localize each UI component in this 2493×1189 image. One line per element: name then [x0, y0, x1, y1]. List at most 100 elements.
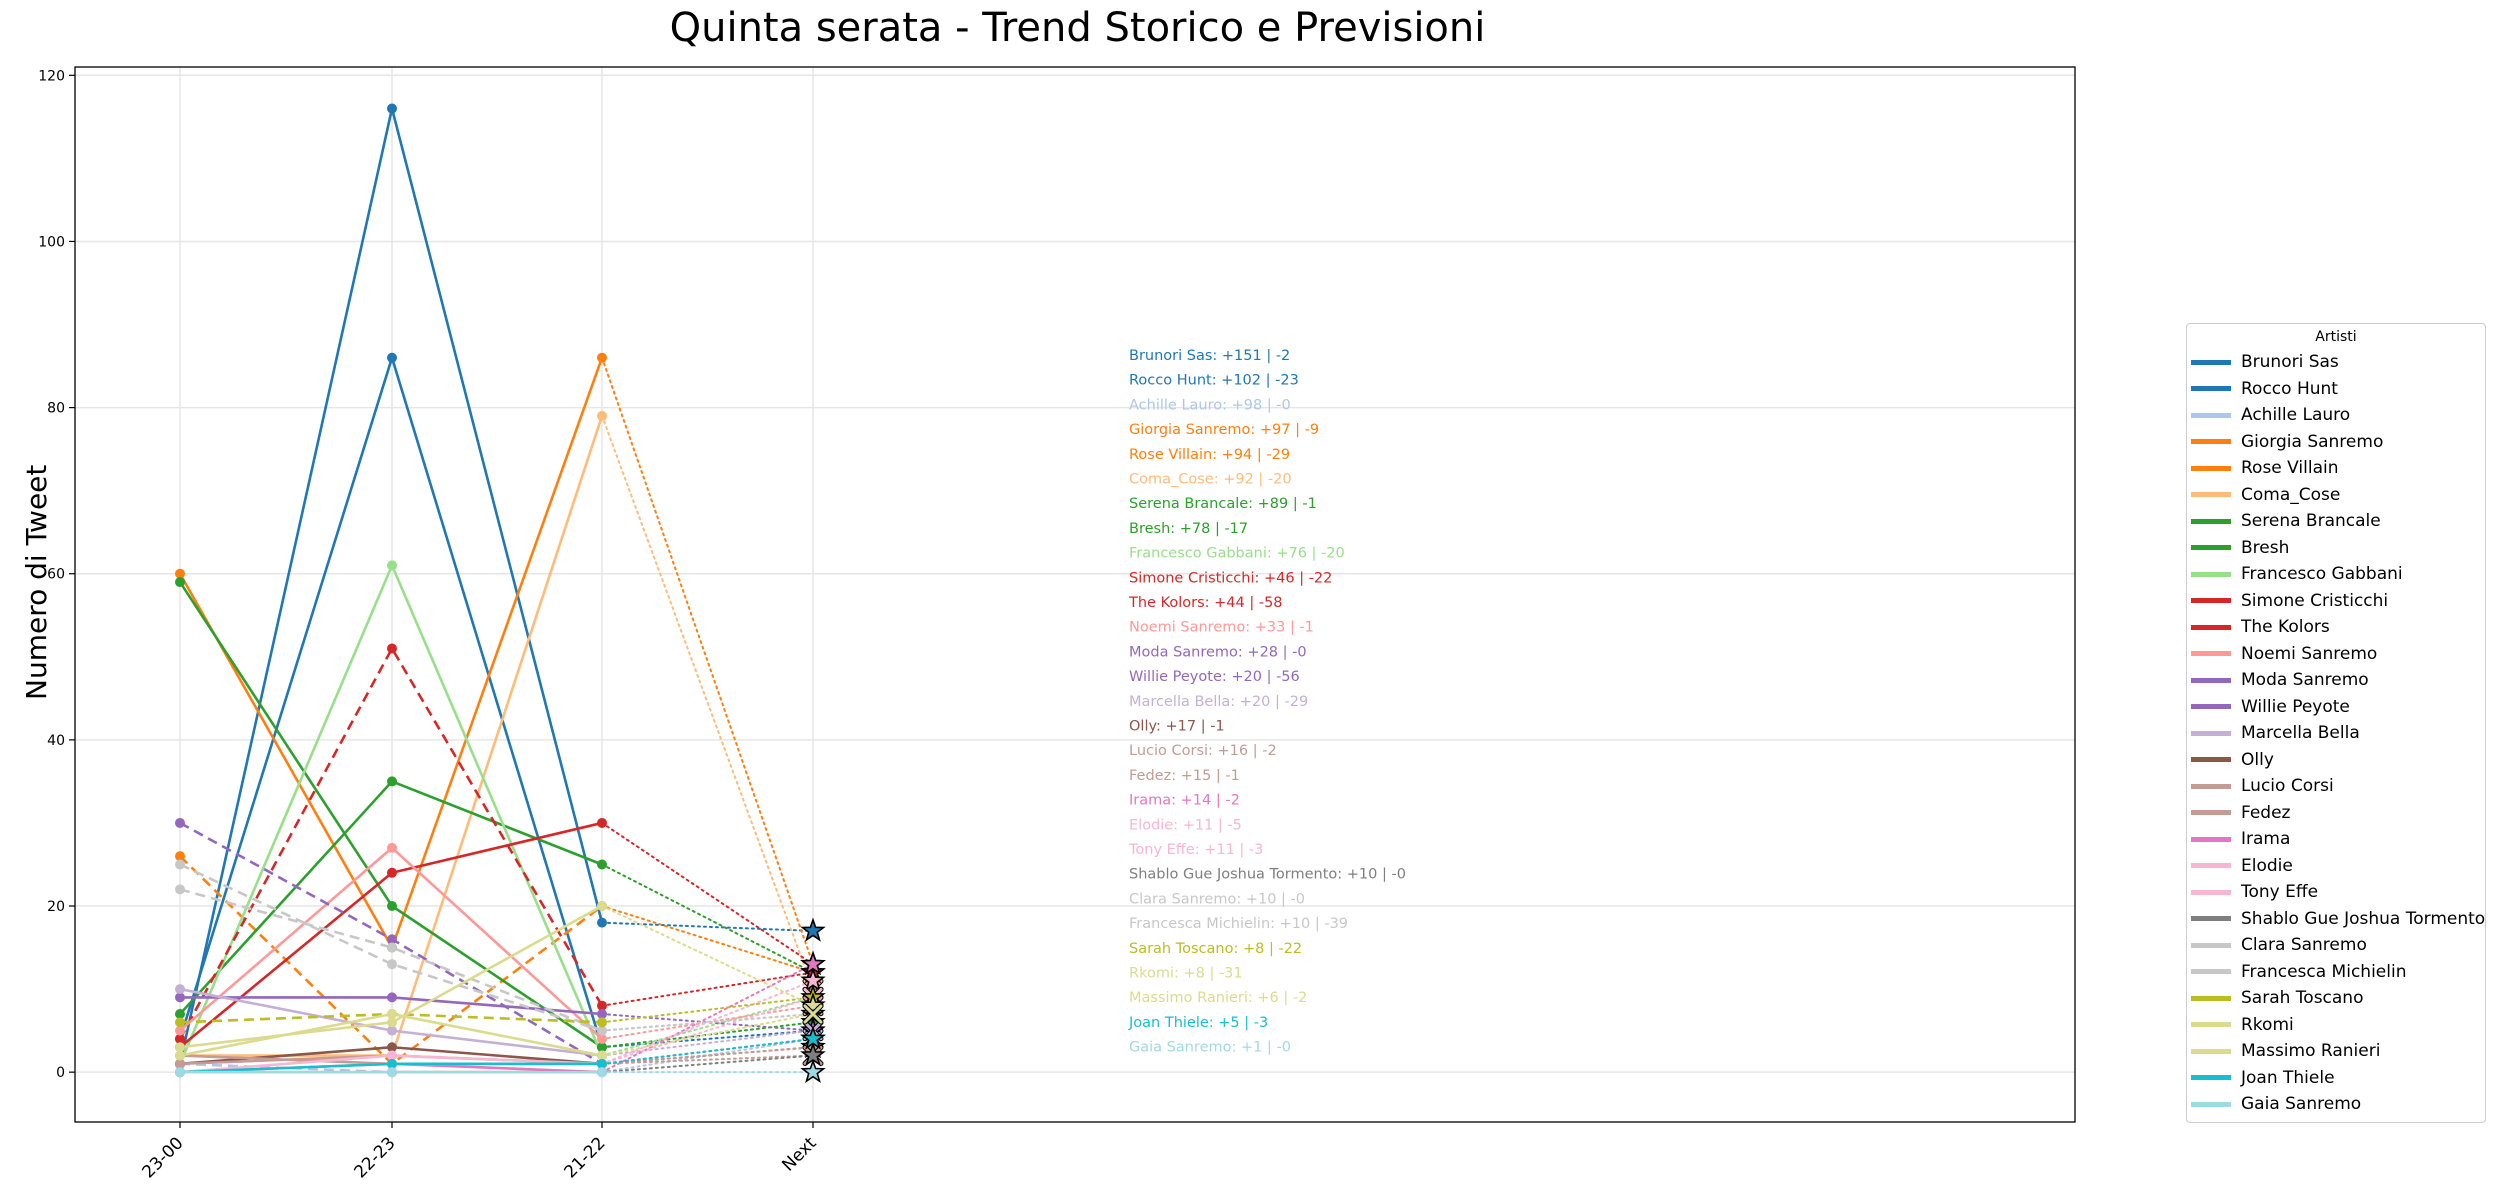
legend-label: Lucio Corsi [2241, 776, 2334, 797]
legend-swatch [2191, 916, 2231, 922]
legend-swatch [2191, 1075, 2231, 1081]
legend-item: Coma_Cose [2187, 482, 2485, 509]
legend-label: Fedez [2241, 802, 2291, 823]
legend-swatch [2191, 836, 2231, 842]
series-annotation: Coma_Cose: +92 | -20 [1129, 472, 1292, 488]
legend-label: Francesca Michielin [2241, 961, 2407, 982]
forecast-line [601, 921, 814, 932]
forecast-line [601, 979, 814, 1065]
forecast-line [601, 1021, 814, 1049]
data-point [597, 917, 607, 928]
legend-item: Francesco Gabbani [2187, 561, 2485, 588]
legend-item: Francesca Michielin [2187, 959, 2485, 986]
legend-label: Brunori Sas [2241, 352, 2339, 373]
forecast-line [601, 1013, 814, 1032]
data-point [387, 560, 397, 571]
y-axis-label: Numero di Tweet [20, 464, 53, 700]
legend-item: Clara Sanremo [2187, 932, 2485, 959]
data-point [597, 859, 607, 870]
legend-swatch [2191, 757, 2231, 763]
legend-label: Rkomi [2241, 1014, 2294, 1035]
forecast-line [601, 905, 814, 974]
legend-swatch [2191, 359, 2231, 365]
data-point [597, 1017, 607, 1028]
legend-label: Joan Thiele [2241, 1067, 2335, 1088]
legend-swatch [2191, 1101, 2231, 1107]
legend-label: Achille Lauro [2241, 405, 2351, 426]
data-point [175, 984, 185, 995]
data-point [597, 817, 607, 828]
forecast-line [601, 1013, 814, 1032]
forecast-marker [800, 992, 826, 1017]
data-point [597, 1009, 607, 1020]
legend-item: Giorgia Sanremo [2187, 429, 2485, 456]
series-annotation: Tony Effe: +11 | -3 [1128, 842, 1263, 858]
legend-label: Shablo Gue Joshua Tormento [2241, 908, 2486, 929]
legend-label: Olly [2241, 749, 2274, 770]
legend-item: Rocco Hunt [2187, 376, 2485, 403]
series-annotation: Lucio Corsi: +16 | -2 [1129, 743, 1277, 759]
legend-label: Clara Sanremo [2241, 935, 2367, 956]
series-annotation: Achille Lauro: +98 | -0 [1129, 397, 1291, 413]
legend-swatch [2191, 863, 2231, 869]
series-annotation: Gaia Sanremo: +1 | -0 [1129, 1040, 1291, 1056]
series-lines [178, 107, 604, 1074]
data-point [175, 1025, 185, 1036]
data-points [175, 103, 826, 1084]
legend-label: Serena Brancale [2241, 511, 2381, 532]
data-point [597, 1058, 607, 1069]
series-annotation: Shablo Gue Joshua Tormento: +10 | -0 [1129, 867, 1406, 883]
forecast-line [601, 863, 814, 974]
data-point [175, 1033, 185, 1044]
series-annotation: Olly: +17 | -1 [1129, 719, 1225, 735]
legend-swatch [2191, 783, 2231, 789]
legend-swatch [2191, 969, 2231, 975]
y-tick-label: 20 [47, 899, 65, 915]
legend-items: Brunori Sas Rocco Hunt Achille Lauro Giorgi… [2187, 349, 2485, 1118]
data-point [175, 1009, 185, 1020]
legend-swatch [2191, 598, 2231, 604]
data-point [387, 1067, 397, 1078]
y-axis: 0 20 40 60 80 100 120 [38, 68, 75, 1081]
data-point [175, 851, 185, 862]
data-point [597, 1067, 607, 1078]
data-point [597, 410, 607, 421]
legend-item: Elodie [2187, 853, 2485, 880]
data-point [597, 901, 607, 912]
legend-item: Marcella Bella [2187, 720, 2485, 747]
data-point [387, 992, 397, 1003]
forecast-marker [800, 917, 826, 942]
series-annotation: Joan Thiele: +5 | -3 [1128, 1015, 1268, 1031]
forecast-line [601, 1037, 814, 1074]
data-point [597, 1042, 607, 1053]
legend-swatch [2191, 624, 2231, 630]
legend-item: Tony Effe [2187, 879, 2485, 906]
data-point [175, 577, 185, 588]
data-point [387, 1025, 397, 1036]
legend: Artisti Brunori Sas Rocco Hunt Achille Lau… [2186, 323, 2486, 1123]
plot-frame [74, 66, 2076, 1123]
series-annotation: Serena Brancale: +89 | -1 [1129, 496, 1317, 512]
data-point [387, 867, 397, 878]
data-point [387, 959, 397, 970]
series-annotation: Fedez: +15 | -1 [1129, 768, 1240, 784]
series-line [178, 564, 604, 1065]
legend-label: Willie Peyote [2241, 696, 2350, 717]
data-point [597, 352, 607, 363]
legend-swatch [2191, 810, 2231, 816]
data-point [597, 1050, 607, 1061]
x-tick-label: 23-00 [138, 1133, 187, 1182]
legend-swatch [2191, 730, 2231, 736]
legend-swatch [2191, 492, 2231, 498]
legend-swatch [2191, 889, 2231, 895]
data-point [387, 1017, 397, 1028]
y-tick-label: 0 [56, 1065, 65, 1081]
chart-title: Quinta serata - Trend Storico e Previsio… [669, 5, 1486, 51]
legend-item: Noemi Sanremo [2187, 641, 2485, 668]
series-annotation: Clara Sanremo: +10 | -0 [1129, 891, 1305, 907]
data-point [175, 1058, 185, 1069]
data-point [175, 1050, 185, 1061]
x-tick-label: 22-23 [350, 1133, 399, 1182]
legend-label: Sarah Toscano [2241, 988, 2364, 1009]
